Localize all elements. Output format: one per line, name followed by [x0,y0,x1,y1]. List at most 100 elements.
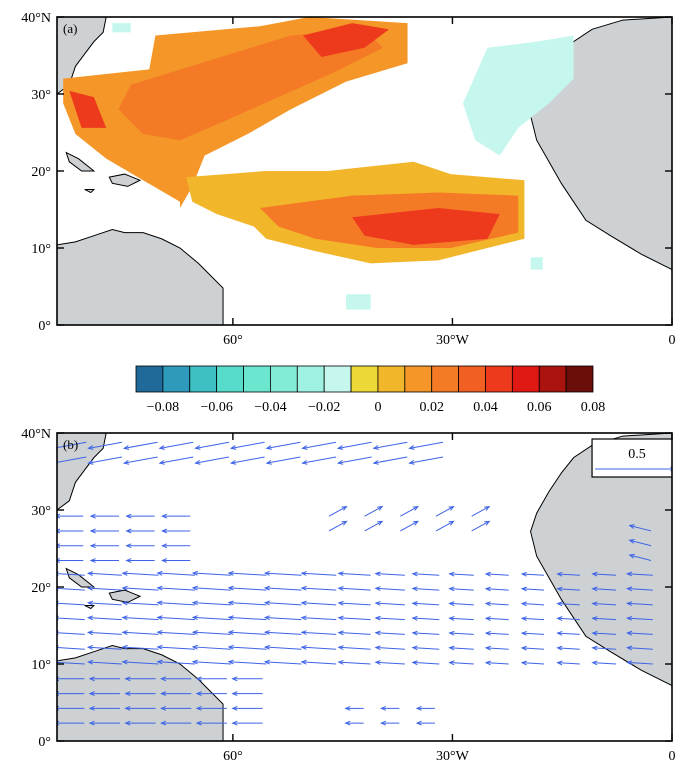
wind-vector [591,660,617,666]
wind-vector [337,586,371,591]
colorbar: −0.08 −0.06 −0.04 −0.02 0 0.02 0.04 0.06 0.08 [135,365,605,415]
lat-tick-label: 20° [31,165,51,180]
wind-vector [195,676,227,682]
wind-vector [337,630,371,636]
wind-vector [626,630,653,636]
wind-vector [337,645,371,650]
anomaly-south-max [352,207,500,245]
wind-vector [191,644,232,650]
wind-vector [301,441,337,450]
panel-b-vector-map: 0.5 40°N 30° 20° 10° 0° 60° 30°W 0 (b) [21,427,675,764]
wind-vector [86,630,122,636]
wind-vector [364,505,384,517]
wind-vector [344,720,364,726]
wind-vector [86,585,122,591]
wind-vector [156,600,196,606]
wind-vector [265,441,301,450]
wind-vector [520,571,545,577]
wind-vector [263,570,302,576]
wind-vector [591,630,617,636]
wind-vector [227,659,267,665]
wind-vector [520,616,545,621]
wind-vector [520,601,545,607]
wind-vector [263,630,302,635]
wind-vector [411,601,440,606]
wind-vector [591,616,617,621]
wind-vector [124,691,156,696]
wind-vector [448,660,474,666]
colorbar-swatch [458,365,486,393]
wind-vector [57,441,87,450]
wind-vector [411,586,440,592]
lat-tick-label: 10° [31,658,51,673]
colorbar-swatch [162,365,191,393]
wind-vector [195,691,227,696]
wind-vector [411,660,440,666]
wind-vector [124,705,156,711]
wind-vector [484,571,509,577]
wind-vector [415,720,435,726]
wind-vector [300,615,337,621]
wind-vector [89,528,119,534]
wind-vector [231,691,263,696]
wind-vector [448,571,474,577]
lat-tick-label: 10° [31,242,51,257]
colorbar-tick-label: 0.06 [527,400,552,415]
colorbar-swatch [485,365,513,393]
colorbar-swatch [216,365,244,393]
wind-vector [57,456,87,465]
wind-vector [448,616,474,621]
wind-vector [337,659,371,665]
wind-vector [191,630,232,635]
wind-vector [57,600,85,606]
wind-vector [411,645,440,651]
colorbar-swatch [565,365,594,393]
wind-vector [471,520,491,532]
wind-vector [435,520,455,532]
wind-vector [263,615,302,621]
colorbar-swatch [243,365,271,393]
wind-vector [520,630,545,636]
wind-vector [380,720,400,726]
wind-vector [374,645,405,651]
colorbar-tick-label: −0.02 [308,400,340,415]
wind-vector [161,528,191,534]
wind-vector [556,645,580,651]
wind-vector [374,660,405,665]
wind-vector [374,571,405,577]
wind-vector [628,524,652,532]
wind-vector [156,570,196,576]
wind-vector [300,585,337,591]
colorbar-swatch [135,365,164,393]
wind-vector [471,505,491,517]
wind-vector [628,539,652,547]
colorbar-tick-label: 0.02 [419,400,444,415]
wind-vector [344,705,364,711]
wind-vector [408,456,444,465]
wind-vector [372,441,408,450]
cuba-island [65,151,96,172]
wind-vector [300,645,337,650]
wind-vector [89,513,119,519]
wind-vector [372,456,408,465]
lat-tick-label: 40°N [21,11,51,26]
wind-vector [125,543,155,549]
wind-vector [57,528,84,534]
wind-vector [263,585,302,591]
map-content: 0.5 [57,433,672,741]
wind-vector [160,676,192,682]
lat-tick-label: 20° [31,581,51,596]
wind-vector [591,586,617,592]
wind-vector [337,615,371,621]
wind-vector [86,600,122,606]
wind-vector [156,630,196,635]
colorbar-swatch [296,365,325,393]
wind-vector [194,441,230,450]
colorbar-swatch [538,365,567,393]
anomaly-north-core [118,29,383,141]
colorbar-tick-label: −0.04 [254,400,286,415]
wind-vector [57,615,85,621]
wind-vector [231,676,263,682]
lat-tick-label: 0° [38,735,51,750]
africa-land [530,433,672,687]
